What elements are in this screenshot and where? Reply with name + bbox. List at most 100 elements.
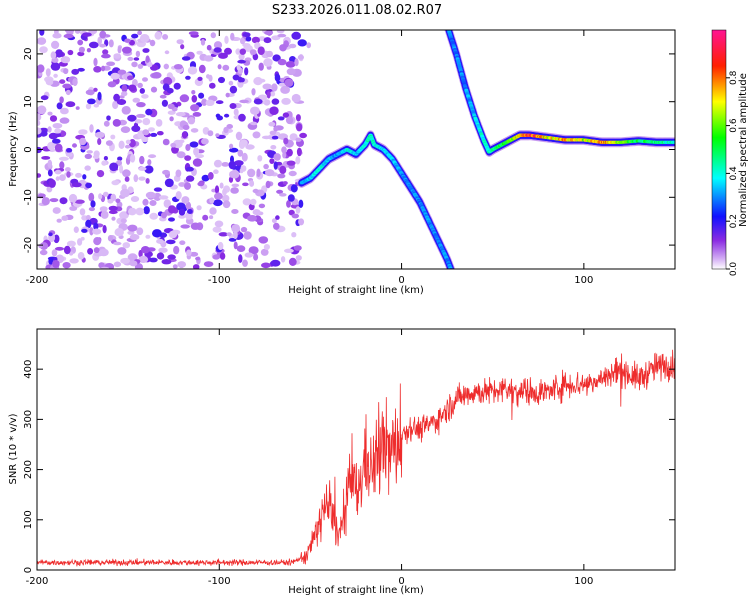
noise-blob (133, 57, 140, 61)
noise-blob (219, 182, 224, 189)
noise-blob (214, 220, 224, 228)
noise-blob (37, 113, 42, 121)
noise-blob (77, 39, 84, 46)
noise-blob (298, 199, 304, 208)
noise-blob (238, 53, 245, 61)
noise-blob (130, 154, 136, 163)
noise-blob (181, 131, 188, 139)
noise-blob (154, 31, 162, 40)
noise-blob (59, 161, 65, 170)
noise-blob (78, 129, 88, 135)
noise-blob (295, 206, 301, 214)
noise-blob (271, 135, 279, 140)
noise-blob (85, 89, 95, 96)
noise-blob (190, 222, 201, 230)
y-tick-label: 400 (23, 360, 34, 379)
trace-edge (450, 268, 454, 269)
noise-blob (101, 65, 106, 72)
noise-blob (81, 228, 88, 233)
noise-blob (45, 68, 51, 77)
noise-blob (41, 156, 51, 160)
noise-blob (138, 249, 143, 258)
noise-blob (257, 46, 265, 55)
noise-blob (59, 117, 70, 124)
noise-blob (264, 30, 274, 35)
noise-blob (38, 243, 43, 249)
noise-blob (149, 257, 158, 263)
noise-blob (187, 209, 193, 214)
noise-blob (249, 49, 257, 55)
noise-blob (105, 140, 113, 146)
noise-blob (281, 97, 291, 105)
noise-blob (143, 206, 150, 215)
noise-blob (235, 48, 241, 55)
noise-blob (252, 53, 259, 61)
noise-blob (193, 147, 200, 156)
noise-blob (149, 212, 158, 220)
noise-blob (50, 51, 57, 60)
noise-blob (240, 37, 246, 45)
snr-series-line (37, 349, 675, 567)
noise-blob (239, 139, 248, 147)
noise-blob (178, 182, 186, 187)
noise-blob (128, 84, 137, 92)
noise-blob (181, 196, 190, 204)
noise-blob (263, 58, 273, 67)
noise-blob (233, 241, 238, 250)
trace-core (450, 269, 454, 272)
noise-blob (158, 247, 168, 253)
noise-blob (92, 228, 102, 235)
noise-blob (50, 62, 61, 71)
noise-blob (89, 227, 94, 236)
noise-blob (215, 100, 224, 105)
noise-blob (262, 83, 272, 90)
noise-blob (54, 128, 62, 134)
noise-blob (286, 200, 291, 208)
noise-blob (51, 40, 60, 50)
noise-blob (296, 147, 302, 157)
noise-blob (168, 230, 178, 239)
spectrogram-ylabel: Frequency (Hz) (8, 111, 19, 187)
noise-blob (148, 154, 157, 159)
noise-blob (276, 30, 285, 34)
noise-blob (147, 61, 153, 68)
noise-blob (270, 259, 281, 267)
noise-blob (61, 215, 69, 221)
noise-blob (263, 37, 272, 44)
noise-blob (279, 165, 287, 175)
noise-blob (124, 38, 131, 43)
noise-blob (250, 121, 258, 126)
noise-blob (296, 123, 303, 132)
snr-panel: -200 -100 0 100 0 100 200 300 400 Height of stra… (8, 328, 676, 596)
noise-blob (65, 101, 76, 108)
noise-blob (97, 36, 102, 46)
noise-blob (265, 180, 271, 189)
noise-blob (87, 98, 96, 105)
noise-blob (195, 256, 201, 261)
noise-blob (131, 33, 139, 39)
noise-blob (52, 138, 61, 144)
noise-blob (130, 196, 140, 202)
noise-blob (208, 74, 213, 82)
noise-blob (127, 75, 134, 81)
noise-blob (242, 198, 252, 206)
noise-blob (162, 83, 170, 91)
noise-blob (156, 252, 165, 260)
colorbar-tick-label: 0.2 (729, 214, 739, 228)
noise-blob (291, 213, 299, 219)
noise-blob (290, 184, 298, 193)
noise-blob (228, 160, 236, 170)
noise-blob (144, 165, 154, 174)
noise-blob (280, 85, 290, 94)
noise-blob (122, 169, 131, 178)
noise-blob (66, 171, 71, 178)
noise-blob (253, 77, 263, 86)
noise-blob (53, 234, 60, 244)
y-tick-label: 0 (23, 146, 34, 152)
noise-blob (78, 46, 85, 53)
noise-blob (167, 103, 175, 110)
noise-blob (253, 98, 263, 105)
noise-blob (182, 124, 190, 130)
noise-blob (116, 201, 123, 208)
trace-core (450, 272, 454, 275)
